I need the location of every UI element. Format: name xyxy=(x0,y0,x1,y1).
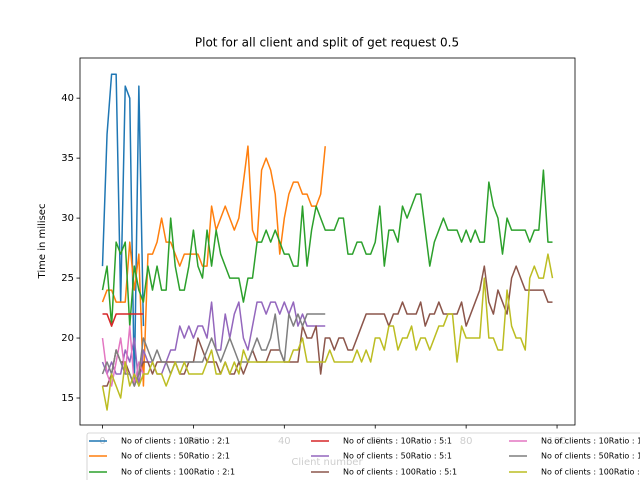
y-tick-label: 20 xyxy=(61,333,74,344)
legend: No of clients : 10Ratio : 2:1 No of clien… xyxy=(86,432,640,480)
series-line xyxy=(101,145,326,387)
legend-label: No of clients : 10Ratio : 5:1 xyxy=(343,437,452,446)
legend-label: No of clients : 50Ratio : 5:1 xyxy=(343,452,452,461)
series-line xyxy=(102,313,144,327)
y-tick-label: 15 xyxy=(61,393,74,404)
legend-label: No of clients : 50Ratio : 10:1 xyxy=(541,452,640,461)
legend-label: No of clients : 10Ratio : 2:1 xyxy=(121,437,230,446)
y-tick-label: 30 xyxy=(61,213,74,224)
chart-title: Plot for all client and split of get req… xyxy=(195,36,459,50)
legend-label: No of clients : 10Ratio : 10:1 xyxy=(541,437,640,446)
legend-label: No of clients : 50Ratio : 2:1 xyxy=(121,452,230,461)
series-line xyxy=(101,169,553,327)
y-tick-label: 35 xyxy=(61,153,74,164)
series-line xyxy=(101,313,326,387)
axes-frame xyxy=(79,57,576,426)
series-line xyxy=(101,73,145,387)
legend-label: No of clients : 100Ratio : 5:1 xyxy=(343,468,457,477)
series-line xyxy=(101,325,145,387)
y-axis-label: Time in milisec xyxy=(37,204,48,280)
y-tick-label: 40 xyxy=(61,93,74,104)
series-line xyxy=(101,301,326,387)
series-line xyxy=(101,253,554,411)
legend-box xyxy=(86,432,640,480)
legend-label: No of clients : 100Ratio : 2:1 xyxy=(121,468,235,477)
y-tick-label: 25 xyxy=(61,273,74,284)
legend-label: No of clients : 100Ratio : 10:1 xyxy=(541,468,640,477)
